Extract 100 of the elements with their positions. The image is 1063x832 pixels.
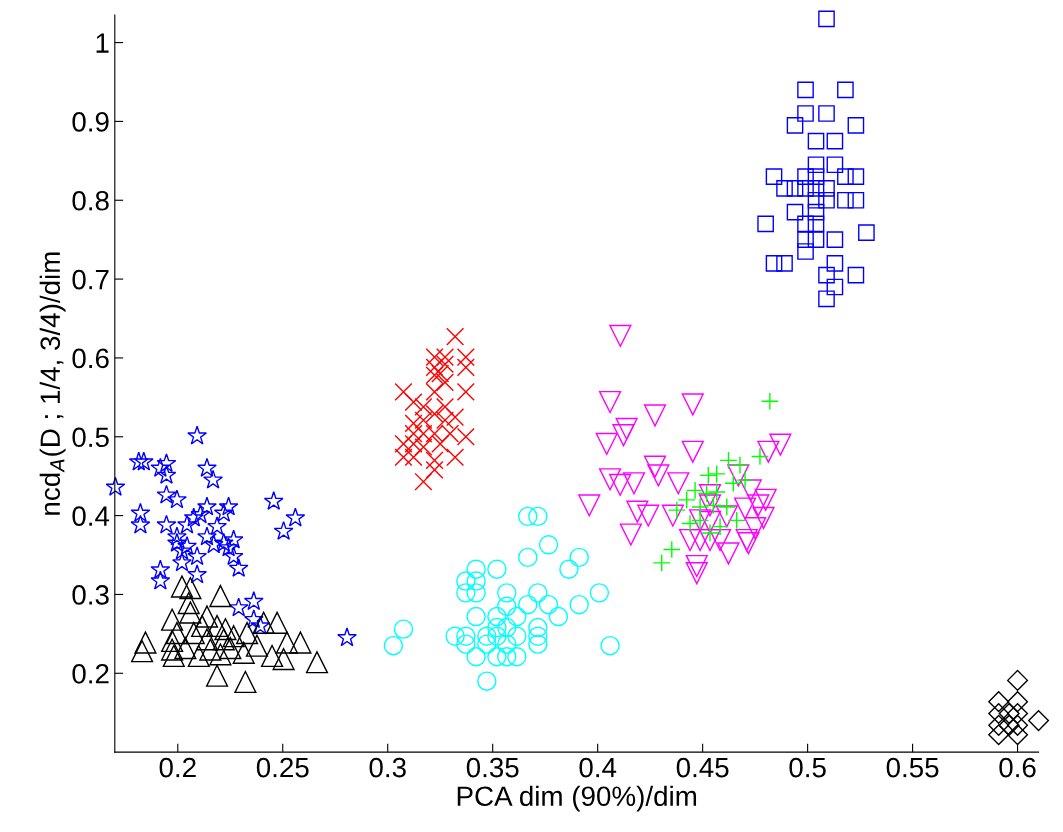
- point: [988, 724, 1010, 746]
- point: [698, 483, 722, 507]
- point: [807, 168, 825, 185]
- point: [425, 451, 444, 470]
- y-axis-title: ncd$_{A}$(D ; 1/4, 3/4)/dim: [39, 252, 66, 515]
- point: [685, 562, 708, 585]
- point: [487, 617, 507, 638]
- point: [528, 617, 548, 638]
- point: [209, 643, 232, 666]
- point: [719, 451, 738, 470]
- point: [213, 502, 234, 522]
- x-tick-label: 0.4: [579, 757, 617, 778]
- point: [685, 554, 708, 578]
- point: [219, 636, 242, 660]
- point: [179, 577, 202, 600]
- point: [497, 583, 517, 603]
- y-tick-label: 0.4: [72, 506, 110, 526]
- point: [174, 636, 197, 660]
- point: [477, 626, 497, 646]
- point: [797, 81, 814, 99]
- point: [150, 570, 171, 590]
- point: [156, 464, 177, 484]
- point: [708, 528, 732, 552]
- point: [222, 625, 245, 648]
- point: [190, 504, 211, 524]
- point: [538, 594, 559, 615]
- point: [1007, 714, 1029, 736]
- point: [425, 460, 444, 479]
- point: [487, 606, 507, 627]
- point: [207, 516, 227, 536]
- point: [414, 472, 433, 491]
- point: [497, 647, 517, 667]
- point: [394, 382, 413, 401]
- point: [150, 559, 171, 579]
- point: [662, 540, 681, 559]
- point: [769, 433, 792, 456]
- point: [717, 542, 740, 565]
- point: [797, 105, 814, 122]
- point: [446, 327, 465, 346]
- point: [289, 631, 312, 654]
- point: [818, 105, 835, 122]
- point: [223, 529, 244, 549]
- point: [466, 583, 486, 603]
- point: [165, 621, 189, 645]
- point: [130, 502, 151, 522]
- point: [105, 476, 126, 496]
- point: [1007, 702, 1029, 725]
- point: [197, 526, 217, 546]
- point: [466, 606, 486, 627]
- point: [260, 644, 284, 668]
- point: [698, 528, 722, 552]
- point: [404, 434, 423, 453]
- point: [689, 528, 712, 552]
- point: [273, 520, 294, 540]
- point: [744, 517, 767, 540]
- point: [404, 393, 423, 412]
- point: [612, 424, 635, 447]
- point: [466, 559, 486, 579]
- point: [456, 348, 475, 367]
- point: [414, 424, 433, 443]
- point: [698, 510, 722, 534]
- point: [518, 506, 538, 527]
- point: [569, 547, 589, 568]
- point: [487, 647, 507, 667]
- point: [797, 243, 814, 260]
- point: [497, 617, 517, 638]
- point: [559, 559, 579, 579]
- point: [858, 224, 875, 241]
- point: [837, 81, 854, 99]
- point: [797, 180, 814, 197]
- point: [177, 535, 197, 555]
- point: [213, 532, 234, 552]
- point: [133, 451, 154, 471]
- point: [826, 278, 844, 296]
- point: [528, 626, 548, 646]
- point: [456, 626, 476, 646]
- point: [205, 664, 229, 687]
- point: [609, 324, 632, 347]
- point: [187, 564, 208, 584]
- x-tick-label: 0.2: [159, 757, 196, 778]
- point: [776, 254, 793, 272]
- point: [170, 575, 194, 598]
- point: [528, 583, 548, 603]
- point: [197, 457, 217, 477]
- point: [456, 583, 476, 603]
- point: [393, 619, 414, 639]
- point: [847, 168, 865, 185]
- point: [847, 117, 865, 134]
- point: [754, 488, 777, 511]
- point: [548, 606, 569, 627]
- point: [272, 647, 295, 671]
- point: [988, 691, 1010, 713]
- point: [998, 714, 1020, 736]
- point: [807, 156, 825, 174]
- point: [446, 448, 465, 467]
- point: [807, 203, 825, 221]
- y-tick-label: 0.2: [72, 663, 109, 684]
- point: [199, 638, 222, 661]
- point: [699, 466, 718, 485]
- point: [179, 601, 202, 624]
